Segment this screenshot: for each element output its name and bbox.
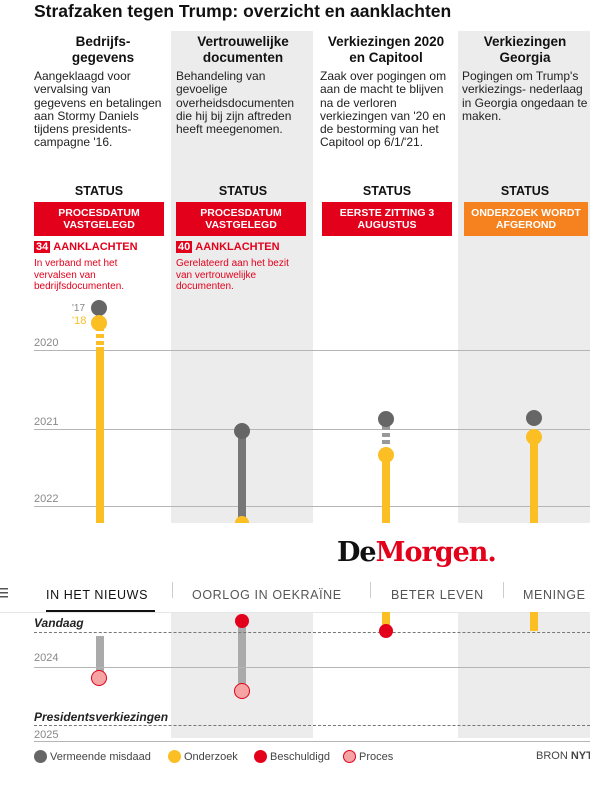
alleged-crime-dot <box>234 423 250 439</box>
trial-dot <box>234 683 250 699</box>
legend-item-charged: Beschuldigd <box>254 750 330 763</box>
legend-item-alleged-crime: Vermeende misdaad <box>34 750 151 763</box>
nav-active-underline <box>46 610 155 612</box>
charges-description-classified-documents: Gerelateerd aan het bezit van vertrouwel… <box>176 258 289 292</box>
timeline-bar-business-records <box>96 347 104 523</box>
year-label-2022: 2022 <box>34 493 59 505</box>
year-label-2020: 2020 <box>34 337 59 349</box>
logo-part-morgen: Morgen <box>375 537 489 568</box>
presidential-elections-label: Presidentsverkiezingen <box>34 710 169 724</box>
early-year-label-2018: '18 <box>72 315 87 327</box>
year-line-2021 <box>34 429 590 430</box>
alleged-crime-dot <box>91 300 107 316</box>
column-description-classified-documents: Behandeling van gevoelige overheidsdocum… <box>176 69 295 137</box>
logo-dot: . <box>487 537 496 568</box>
timeline-bar-dashed-business-records <box>96 327 104 347</box>
de-morgen-logo[interactable]: DeMorgen. <box>337 537 497 568</box>
charges-count-classified-documents: 40 AANKLACHTEN <box>176 241 280 253</box>
nav-item-in-het-nieuws[interactable]: IN HET NIEUWS <box>46 588 149 602</box>
charges-number: 40 <box>176 241 193 253</box>
column-heading-classified-documents: Vertrouwelijke documenten <box>197 34 289 65</box>
charges-description-business-records: In verband met het vervalsen van bedrijf… <box>34 258 125 292</box>
legend-item-investigation: Onderzoek <box>168 750 238 763</box>
investigation-dot <box>526 429 542 445</box>
nav-separator <box>172 582 173 598</box>
legend-dot-red <box>254 750 267 763</box>
source-name: NYT <box>570 750 590 762</box>
status-badge-election-2020: EERSTE ZITTING 3 AUGUSTUS <box>322 202 452 236</box>
nav-item-oorlog-in-oekraine[interactable]: OORLOG IN OEKRAÏNE <box>192 588 342 602</box>
status-label-election-2020: STATUS <box>362 184 412 198</box>
status-label-business-records: STATUS <box>74 184 124 198</box>
legend-label: Onderzoek <box>184 751 238 763</box>
source-prefix: BRON <box>536 750 571 762</box>
charges-label: AANKLACHTEN <box>195 241 280 253</box>
investigation-dot <box>235 516 249 523</box>
alleged-crime-dot <box>378 411 394 427</box>
status-badge-georgia: ONDERZOEK WORDT AFGEROND <box>464 202 588 236</box>
column-description-georgia: Pogingen om Trump's verkiezings- nederla… <box>462 69 588 123</box>
status-label-georgia: STATUS <box>500 184 550 198</box>
column-heading-georgia: Verkiezingen Georgia <box>483 34 567 65</box>
charged-dot <box>235 614 249 628</box>
today-label: Vandaag <box>34 616 84 630</box>
page-title: Strafzaken tegen Trump: overzicht en aan… <box>34 1 452 21</box>
column-description-business-records: Aangeklaagd voor vervalsing van gegevens… <box>34 69 162 150</box>
investigation-dot <box>378 447 394 463</box>
nav-separator <box>503 582 504 598</box>
legend-label: Vermeende misdaad <box>50 751 151 763</box>
investigation-dot <box>91 315 107 331</box>
nav-separator <box>370 582 371 598</box>
year-line-2025 <box>34 741 590 742</box>
column-heading-business-records: Bedrijfs- gegevens <box>71 34 135 65</box>
nav-item-meninge[interactable]: MENINGE <box>523 588 586 602</box>
timeline-bar-dashed-election-2020 <box>382 426 390 446</box>
charges-count-business-records: 34 AANKLACHTEN <box>34 241 138 253</box>
status-badge-text: PROCESDATUM VASTGELEGD <box>200 206 282 232</box>
early-year-label-2017: '17 <box>72 303 86 314</box>
legend-label: Beschuldigd <box>270 751 330 763</box>
timeline-bar-classified-documents-lower <box>238 625 246 689</box>
status-badge-business-records: PROCESDATUM VASTGELEGD <box>34 202 164 236</box>
year-label-2025: 2025 <box>34 729 59 741</box>
alleged-crime-dot <box>526 410 542 426</box>
column-description-election-2020: Zaak over pogingen om aan de macht te bl… <box>320 69 447 150</box>
timeline-bar-classified-documents <box>238 437 246 523</box>
legend-item-trial: Proces <box>343 750 393 763</box>
year-label-2021: 2021 <box>34 416 59 428</box>
status-badge-text: PROCESDATUM VASTGELEGD <box>58 206 140 232</box>
source-credit: BRON NYT <box>536 750 590 762</box>
legend-dot-pink <box>343 750 356 763</box>
top-navigation-bar: IN HET NIEUWS OORLOG IN OEKRAÏNE BETER L… <box>0 576 590 613</box>
column-band-georgia <box>458 31 590 523</box>
column-band-georgia-lower <box>458 612 590 738</box>
status-badge-text: ONDERZOEK WORDT AFGEROND <box>471 206 581 232</box>
timeline-bar-georgia-lower <box>530 612 538 631</box>
status-badge-text: EERSTE ZITTING 3 AUGUSTUS <box>339 206 435 232</box>
status-label-classified-documents: STATUS <box>218 184 268 198</box>
legend-dot-yellow <box>168 750 181 763</box>
status-badge-classified-documents: PROCESDATUM VASTGELEGD <box>176 202 306 236</box>
nav-item-beter-leven[interactable]: BETER LEVEN <box>391 588 484 602</box>
presidential-elections-line <box>34 725 590 726</box>
year-line-2022 <box>34 506 590 507</box>
column-heading-election-2020: Verkiezingen 2020 en Capitool <box>327 34 445 65</box>
timeline-bar-election-2020 <box>382 462 390 523</box>
charged-dot <box>379 624 393 638</box>
logo-part-de: De <box>337 537 377 568</box>
menu-icon[interactable] <box>0 586 8 600</box>
year-label-2024: 2024 <box>34 652 59 664</box>
year-line-2020 <box>34 350 590 351</box>
year-line-2024 <box>34 667 590 668</box>
legend-label: Proces <box>359 751 394 763</box>
charges-label: AANKLACHTEN <box>53 241 138 253</box>
timeline-bar-business-records-lower <box>96 636 104 676</box>
today-line <box>34 632 590 633</box>
trial-dot <box>91 670 107 686</box>
timeline-bar-election-2020-lower <box>382 612 390 630</box>
legend-dot-grey <box>34 750 47 763</box>
charges-number: 34 <box>34 241 51 253</box>
timeline-bar-georgia <box>530 436 538 523</box>
